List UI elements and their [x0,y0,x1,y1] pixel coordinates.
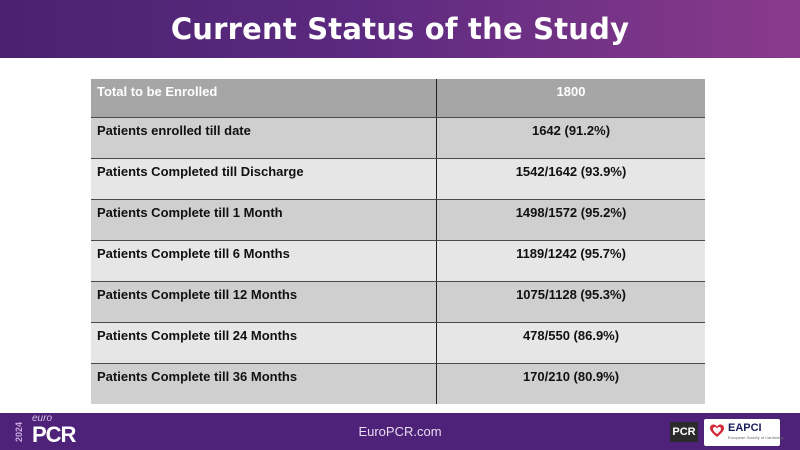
table-cell-value: 1498/1572 (95.2%) [515,205,627,220]
table-row: Patients Complete till 1 Month 1498/1572… [91,199,705,240]
table-cell-label: Total to be Enrolled [91,79,437,117]
table-cell-value: 170/210 (80.9%) [522,369,620,384]
table-cell-label: Patients Complete till 36 Months [91,364,437,404]
table-cell-label: Patients Complete till 12 Months [91,282,437,322]
footer-url: EuroPCR.com [358,424,442,439]
table-cell-label: Patients Complete till 1 Month [91,200,437,240]
slide-footer: EuroPCR.com 2024 euro PCR PCR [0,413,800,450]
table-row: Patients Complete till 6 Months 1189/124… [91,240,705,281]
eapci-logo: EAPCI European Society of Cardiology [704,419,784,446]
table-cell-label: Patients Completed till Discharge [91,159,437,199]
table-cell-label: Patients Complete till 6 Months [91,241,437,281]
eapci-subtitle: European Society of Cardiology [728,435,785,440]
table-cell-value: 1075/1128 (95.3%) [516,287,626,302]
status-table: Total to be Enrolled 1800 Patients enrol… [91,79,705,404]
slide-header: Current Status of the Study [0,0,800,58]
logo-pcr: PCR [32,422,76,447]
heart-icon [710,424,724,437]
table-cell-value: 1542/1642 (93.9%) [515,164,627,179]
table-cell-value: 1800 [556,84,586,99]
table-header-row: Total to be Enrolled 1800 [91,79,705,117]
table-cell-label: Patients enrolled till date [91,118,437,158]
slide-title: Current Status of the Study [170,12,630,46]
pcr-badge-logo: PCR [670,422,698,442]
table-row: Patients Complete till 24 Months 478/550… [91,322,705,363]
table-cell-value: 478/550 (86.9%) [522,328,620,343]
table-row: Patients Complete till 36 Months 170/210… [91,363,705,404]
table-row: Patients enrolled till date 1642 (91.2%) [91,117,705,158]
logo-euro: euro [32,413,53,424]
table-row: Patients Complete till 12 Months 1075/11… [91,281,705,322]
table-row: Patients Completed till Discharge 1542/1… [91,158,705,199]
table-cell-label: Patients Complete till 24 Months [91,323,437,363]
table-cell-value: 1189/1242 (95.7%) [516,246,626,261]
table-cell-value: 1642 (91.2%) [531,123,611,138]
eapci-text: EAPCI [728,422,762,434]
logo-year: 2024 [14,421,24,443]
